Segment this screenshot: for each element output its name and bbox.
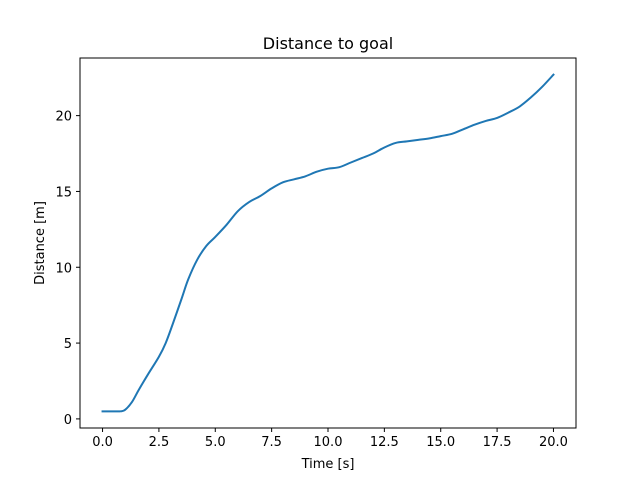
x-tick-label: 10.0 xyxy=(314,435,343,450)
x-tick-label: 7.5 xyxy=(261,435,282,450)
y-tick-label: 5 xyxy=(64,337,72,352)
x-tick-label: 2.5 xyxy=(149,435,170,450)
x-tick-label: 17.5 xyxy=(483,435,512,450)
plot-area xyxy=(101,73,555,413)
x-tick-label: 15.0 xyxy=(426,435,455,450)
x-tick-label: 0.0 xyxy=(92,435,113,450)
y-tick-label: 15 xyxy=(55,185,72,200)
y-axis-label: Distance [m] xyxy=(33,201,48,285)
chart-title: Distance to goal xyxy=(263,34,393,53)
y-axis-ticks: 0 5 10 15 20 xyxy=(55,110,80,428)
y-tick-label: 20 xyxy=(55,110,72,125)
y-tick-label: 10 xyxy=(55,261,72,276)
x-axis-ticks: 0.0 2.5 5.0 7.5 10.0 12.5 15.0 17.5 20.0 xyxy=(92,428,568,450)
x-tick-label: 5.0 xyxy=(205,435,226,450)
series-line xyxy=(101,73,555,413)
x-tick-label: 12.5 xyxy=(370,435,399,450)
y-tick-label: 0 xyxy=(64,413,72,428)
x-tick-label: 20.0 xyxy=(539,435,568,450)
x-axis-label: Time [s] xyxy=(301,457,355,472)
